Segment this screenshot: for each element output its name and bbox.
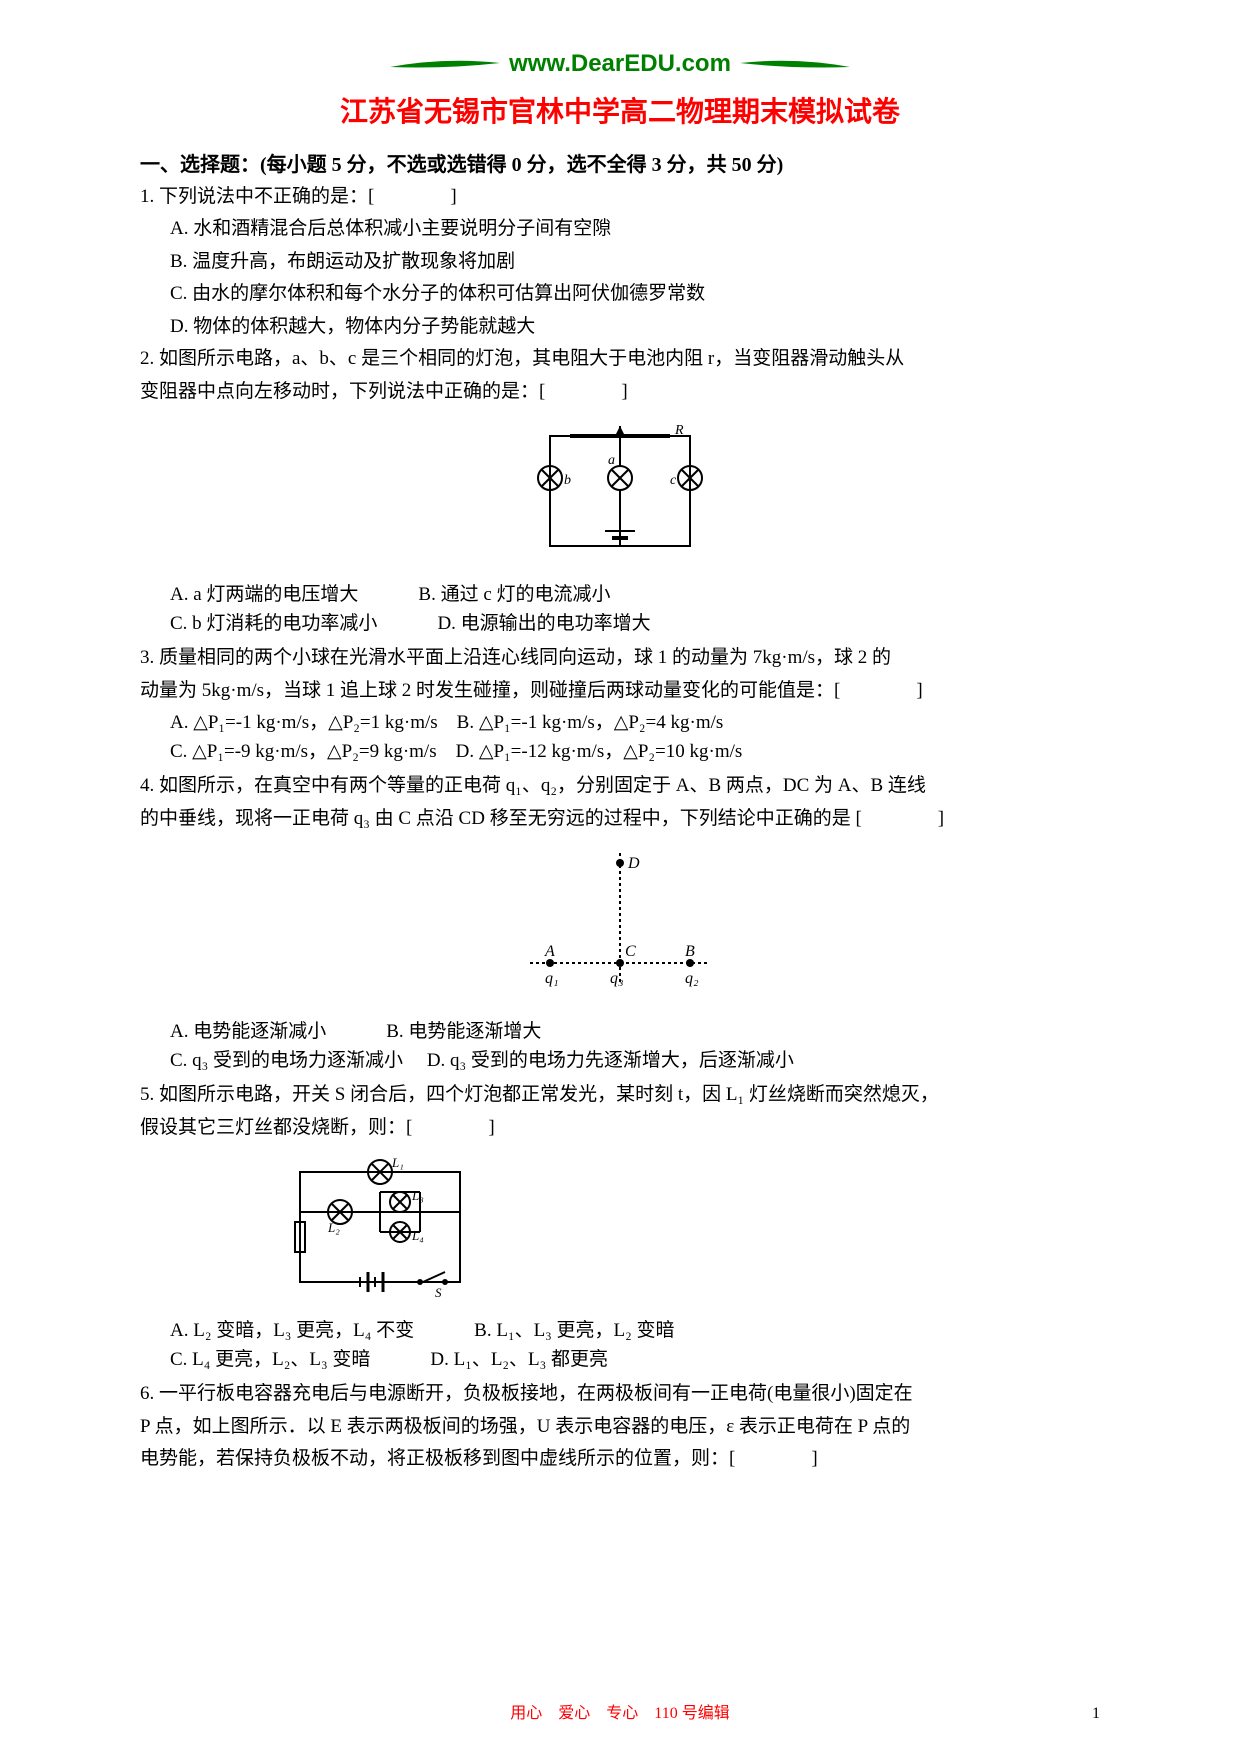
page-number: 1 — [1092, 1705, 1100, 1723]
q4-opt-b: B. 电势能逐渐增大 — [386, 1018, 541, 1047]
swish-right-icon — [735, 55, 855, 80]
q3-stem2: 动量为 5kg·m/s，当球 1 追上球 2 时发生碰撞，则碰撞后两球动量变化的… — [140, 677, 1100, 706]
q1-opt-d: D. 物体的体积越大，物体内分子势能就越大 — [140, 313, 1100, 342]
svg-text:C: C — [625, 943, 636, 960]
svg-text:q₁: q₁ — [545, 970, 559, 987]
q3-opt-a: A. △P₁=-1 kg·m/s，△P₂=1 kg·m/s — [170, 712, 438, 733]
svg-text:L₁: L₁ — [391, 1155, 404, 1170]
q1-stem: 1. 下列说法中不正确的是：[ ] — [140, 183, 1100, 212]
svg-text:q₃: q₃ — [610, 970, 624, 987]
q6-stem1: 6. 一平行板电容器充电后与电源断开，负极板接地，在两极板间有一正电荷(电量很小… — [140, 1380, 1100, 1409]
q4-opt-c: C. q₃ 受到的电场力逐渐减小 — [170, 1050, 403, 1071]
main-title: 江苏省无锡市官林中学高二物理期末模拟试卷 — [140, 90, 1100, 130]
q2-opt-c: C. b 灯消耗的电功率减小 — [170, 610, 377, 639]
q5-options: A. L₂ 变暗，L₃ 更亮，L₄ 不变 B. L₁、L₃ 更亮，L₂ 变暗 C… — [140, 1317, 1100, 1374]
q1-opt-c: C. 由水的摩尔体积和每个水分子的体积可估算出阿伏伽德罗常数 — [140, 280, 1100, 309]
q6-stem3: 电势能，若保持负极板不动，将正极板移到图中虚线所示的位置，则：[ ] — [140, 1445, 1100, 1474]
q4-charge-diagram: D A q₁ C q₃ B q₂ — [140, 843, 1100, 1008]
q2-stem1: 2. 如图所示电路，a、b、c 是三个相同的灯泡，其电阻大于电池内阻 r，当变阻… — [140, 345, 1100, 374]
q2-circuit-diagram: R a b c — [140, 416, 1100, 571]
q4-opt-a: A. 电势能逐渐减小 — [170, 1018, 326, 1047]
q5-stem1: 5. 如图所示电路，开关 S 闭合后，四个灯泡都正常发光，某时刻 t，因 L₁ … — [140, 1081, 1100, 1110]
svg-text:S: S — [435, 1285, 442, 1300]
q4-stem2: 的中垂线，现将一正电荷 q₃ 由 C 点沿 CD 移至无穷远的过程中，下列结论中… — [140, 805, 1100, 834]
q5-opt-c: C. L₄ 更亮，L₂、L₃ 变暗 — [170, 1346, 370, 1375]
svg-text:L₃: L₃ — [411, 1188, 424, 1203]
q3-opt-b: B. △P₁=-1 kg·m/s，△P₂=4 kg·m/s — [457, 712, 724, 733]
q5-opt-b: B. L₁、L₃ 更亮，L₂ 变暗 — [474, 1317, 674, 1346]
section-title: 一、选择题：(每小题 5 分，不选或选错得 0 分，选不全得 3 分，共 50 … — [140, 148, 1100, 177]
q5-circuit-diagram: L₁ L₂ L₃ L₄ S — [280, 1152, 1100, 1307]
q4-opt-d: D. q₃ 受到的电场力先逐渐增大，后逐渐减小 — [427, 1050, 794, 1071]
q2-options: A. a 灯两端的电压增大 B. 通过 c 灯的电流减小 C. b 灯消耗的电功… — [140, 581, 1100, 638]
q6-stem2: P 点，如上图所示．以 E 表示两极板间的场强，U 表示电容器的电压，ε 表示正… — [140, 1413, 1100, 1442]
q3-stem1: 3. 质量相同的两个小球在光滑水平面上沿连心线同向运动，球 1 的动量为 7kg… — [140, 644, 1100, 673]
q5-opt-d: D. L₁、L₂、L₃ 都更亮 — [430, 1346, 608, 1375]
svg-text:D: D — [627, 855, 640, 872]
q5-stem2: 假设其它三灯丝都没烧断，则：[ ] — [140, 1114, 1100, 1143]
q2-stem2: 变阻器中点向左移动时，下列说法中正确的是：[ ] — [140, 378, 1100, 407]
q3-opt-d: D. △P₁=-12 kg·m/s，△P₂=10 kg·m/s — [456, 741, 743, 762]
svg-text:L₂: L₂ — [327, 1220, 340, 1235]
q1-opt-a: A. 水和酒精混合后总体积减小主要说明分子间有空隙 — [140, 215, 1100, 244]
swish-left-icon — [385, 55, 505, 80]
q4-options: A. 电势能逐渐减小 B. 电势能逐渐增大 C. q₃ 受到的电场力逐渐减小 D… — [140, 1018, 1100, 1075]
svg-text:A: A — [544, 943, 555, 960]
svg-text:b: b — [564, 473, 571, 488]
q3-opt-c: C. △P₁=-9 kg·m/s，△P₂=9 kg·m/s — [170, 741, 437, 762]
header-url: www.DearEDU.com — [509, 50, 731, 77]
svg-text:R: R — [674, 423, 684, 438]
q1-opt-b: B. 温度升高，布朗运动及扩散现象将加剧 — [140, 248, 1100, 277]
q4-stem1: 4. 如图所示，在真空中有两个等量的正电荷 q₁、q₂，分别固定于 A、B 两点… — [140, 772, 1100, 801]
svg-text:c: c — [670, 473, 677, 488]
q5-opt-a: A. L₂ 变暗，L₃ 更亮，L₄ 不变 — [170, 1317, 414, 1346]
svg-text:B: B — [685, 943, 695, 960]
header-decoration: www.DearEDU.com — [140, 50, 1100, 80]
svg-text:a: a — [608, 453, 615, 468]
q2-opt-d: D. 电源输出的电功率增大 — [437, 610, 650, 639]
q2-opt-a: A. a 灯两端的电压增大 — [170, 581, 358, 610]
footer-text: 用心 爱心 专心 110 号编辑 — [0, 1699, 1240, 1723]
q3-options: A. △P₁=-1 kg·m/s，△P₂=1 kg·m/s B. △P₁=-1 … — [140, 709, 1100, 766]
svg-text:L₄: L₄ — [411, 1228, 424, 1243]
q2-opt-b: B. 通过 c 灯的电流减小 — [418, 581, 610, 610]
svg-text:q₂: q₂ — [685, 970, 699, 987]
